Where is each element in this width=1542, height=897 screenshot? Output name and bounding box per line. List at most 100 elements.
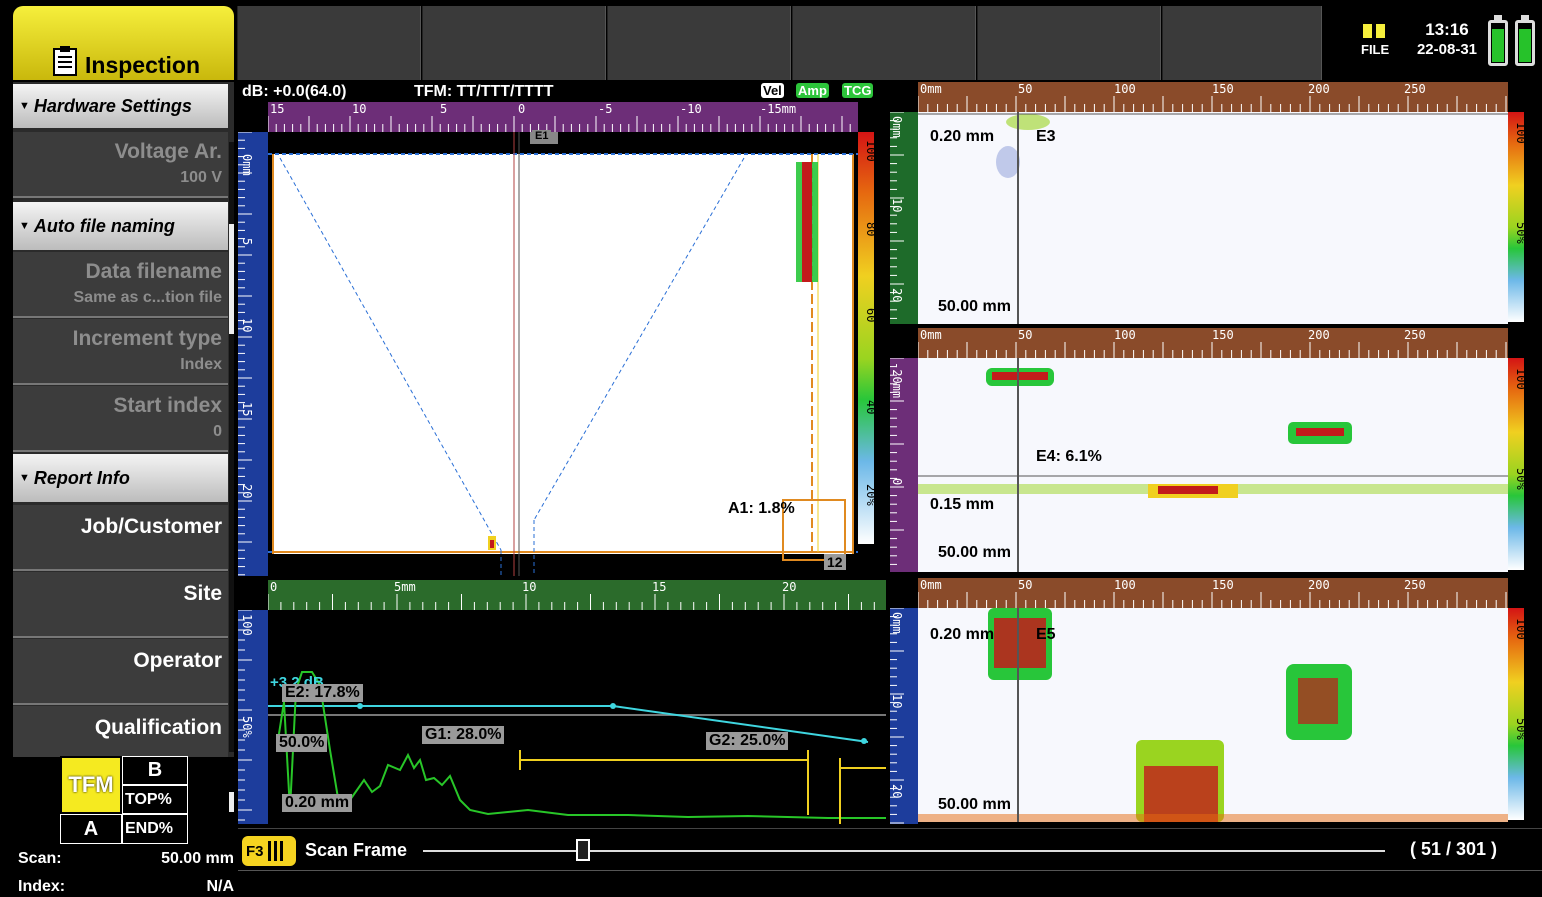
- top-slot-5[interactable]: [977, 6, 1161, 80]
- cscan-tick: 100: [1114, 328, 1136, 342]
- ascan-tick: 10: [522, 580, 537, 594]
- menu-job-customer[interactable]: Job/Customer: [13, 505, 228, 571]
- cscan-depth-tick: 20: [890, 288, 904, 303]
- tfm-mode-readout[interactable]: TFM: TT/TTT/TTTT: [414, 83, 554, 100]
- menu-increment-type[interactable]: Increment type Index: [13, 319, 228, 385]
- index-readout: Index: N/A: [18, 878, 234, 896]
- cscan-bot-view[interactable]: 0mm 50 100 150 200 250 0mm 10 20 0.20 mm…: [890, 578, 1542, 824]
- menu-scrollbar[interactable]: [229, 142, 234, 812]
- top-slot-6[interactable]: [1162, 6, 1322, 80]
- cscan-tick: 50: [1018, 82, 1033, 96]
- tfm-cbar-tick: 20%: [864, 484, 878, 506]
- cscan-bot-colorbar: [1508, 608, 1524, 820]
- scan-frame-slider-track[interactable]: [423, 850, 1385, 852]
- tfm-tick: 5: [440, 102, 448, 116]
- cscan-top-view[interactable]: 0mm 50 100 150 200 250 0mm 10 20 0.20 mm…: [890, 82, 1542, 324]
- view-mode-grid[interactable]: TFM B TOP% A END%: [60, 756, 188, 844]
- menu-site[interactable]: Site: [13, 572, 228, 638]
- menu-voltage[interactable]: Voltage Ar. 100 V: [13, 132, 228, 198]
- menu-scrollbar-thumb[interactable]: [229, 224, 234, 334]
- mode-a[interactable]: A: [60, 814, 122, 844]
- cscan-index-tick: 0: [890, 478, 904, 486]
- frame-slider-icon: [267, 841, 286, 861]
- settings-menu: ▼ Hardware Settings Voltage Ar. 100 V ▼ …: [13, 82, 234, 812]
- ascan-tick: 0: [270, 580, 278, 594]
- scan-frame-bar: F3 Scan Frame ( 51 / 301 ): [238, 828, 1542, 868]
- scan-frame-slider-thumb[interactable]: [576, 839, 591, 861]
- db-readout[interactable]: dB: +0.0(64.0): [242, 83, 347, 100]
- ascan-amp-tick: 50%: [240, 716, 254, 738]
- ascan-tick: 20: [782, 580, 797, 594]
- tfm-view[interactable]: dB: +0.0(64.0) TFM: TT/TTT/TTTT Vel Amp …: [238, 82, 886, 576]
- menu-voltage-value: 100 V: [180, 169, 222, 186]
- top-slot-2[interactable]: [422, 6, 606, 80]
- tcg-badge: TCG: [842, 83, 874, 98]
- menu-qualification[interactable]: Qualification: [13, 706, 228, 757]
- index-label: Index:: [18, 878, 66, 895]
- gate-g1-label: G1: 28.0%: [422, 726, 505, 744]
- top-slot-3[interactable]: [607, 6, 791, 80]
- cscan-depth-tick: 10: [890, 198, 904, 213]
- cscan-cbar-tick: 50%: [1514, 222, 1528, 244]
- menu-data-filename[interactable]: Data filename Same as c...tion file: [13, 252, 228, 318]
- menu-report-info[interactable]: ▼ Report Info: [13, 454, 228, 502]
- cscan-tick: 0mm: [920, 82, 942, 96]
- mode-end[interactable]: END%: [122, 814, 188, 844]
- cscan-depth-tick: 20: [890, 784, 904, 799]
- inspection-tab[interactable]: Inspection: [13, 6, 234, 80]
- ascan-depth-label: 0.20 mm: [282, 794, 353, 812]
- ascan-side-ruler: 100 50%: [238, 610, 268, 824]
- menu-auto-file-naming-label: Auto file naming: [33, 215, 175, 236]
- cscan-tick: 250: [1404, 578, 1426, 592]
- tfm-depth-tick: 5: [240, 238, 254, 246]
- mode-tfm[interactable]: TFM: [60, 756, 122, 814]
- cscan-tick: 100: [1114, 82, 1136, 96]
- ascan-plot[interactable]: +3.2 dB E2: 17.8% 50.0% G1: 28.0% G2: 25…: [268, 610, 886, 824]
- chevron-down-icon: ▼: [19, 472, 30, 484]
- cscan-depth-tick: 0mm: [890, 116, 904, 138]
- menu-voltage-label: Voltage Ar.: [114, 140, 222, 163]
- ascan-top-ruler: 0 5mm 10 15 20: [268, 580, 886, 610]
- clock-date: 22-08-31: [1416, 41, 1478, 58]
- menu-qualification-label: Qualification: [94, 716, 222, 739]
- cscan-mid-colorbar: [1508, 358, 1524, 570]
- top-slot-4[interactable]: [792, 6, 976, 80]
- tfm-cbar-tick: 100: [864, 140, 878, 162]
- cscan-bot-image[interactable]: 0.20 mm E5 50.00 mm: [918, 608, 1508, 822]
- tfm-side-ruler: 0mm 5 10 15 20: [238, 132, 268, 576]
- tfm-depth-tick: 0mm: [240, 154, 254, 176]
- menu-site-label: Site: [183, 582, 222, 605]
- mode-top[interactable]: TOP%: [122, 785, 188, 814]
- cscan-bot-ruler: 0mm 50 100 150 200 250: [918, 578, 1508, 608]
- status-area: FILE 13:16 22-08-31: [1325, 6, 1542, 80]
- f3-key-label: F3: [246, 842, 264, 860]
- ascan-view[interactable]: 0 5mm 10 15 20 100 50% +3.2 dB E2: 17.8%…: [238, 580, 886, 824]
- level-label: 50.0%: [276, 734, 328, 752]
- menu-job-customer-label: Job/Customer: [80, 515, 222, 538]
- cscan-mid-image[interactable]: E4: 6.1% 0.15 mm 50.00 mm: [918, 358, 1508, 572]
- cscan-mid-side-ruler: -20mm 0: [890, 358, 918, 572]
- menu-hardware-settings[interactable]: ▼ Hardware Settings: [13, 84, 228, 128]
- cscan-mid-view[interactable]: 0mm 50 100 150 200 250 -20mm 0 E4: 6.1% …: [890, 328, 1542, 572]
- cscan-tick: 50: [1018, 578, 1033, 592]
- cscan-tick: 200: [1308, 578, 1330, 592]
- cscan-mid-pos: 50.00 mm: [938, 544, 1011, 561]
- menu-operator[interactable]: Operator: [13, 639, 228, 705]
- cursor-e1-tag: E1: [532, 130, 552, 142]
- cscan-top-side-ruler: 0mm 10 20: [890, 112, 918, 324]
- menu-start-index[interactable]: Start index 0: [13, 386, 228, 452]
- scan-label: Scan:: [18, 850, 62, 867]
- menu-auto-file-naming[interactable]: ▼ Auto file naming: [13, 202, 228, 250]
- battery-2-icon: [1515, 15, 1535, 66]
- top-slot-1[interactable]: [237, 6, 421, 80]
- inspection-tab-label: Inspection: [85, 52, 201, 78]
- mode-b[interactable]: B: [122, 756, 188, 785]
- menu-report-info-label: Report Info: [33, 467, 130, 488]
- cscan-tick: 100: [1114, 578, 1136, 592]
- tfm-tick: 10: [352, 102, 367, 116]
- tfm-image[interactable]: E1 A1: 1.8% 12: [268, 130, 858, 576]
- f3-key-button[interactable]: F3: [242, 836, 296, 866]
- cscan-bot-depth: 0.20 mm: [930, 626, 995, 643]
- cscan-top-image[interactable]: 0.20 mm E3 50.00 mm: [918, 112, 1508, 324]
- menu-increment-type-label: Increment type: [72, 327, 222, 350]
